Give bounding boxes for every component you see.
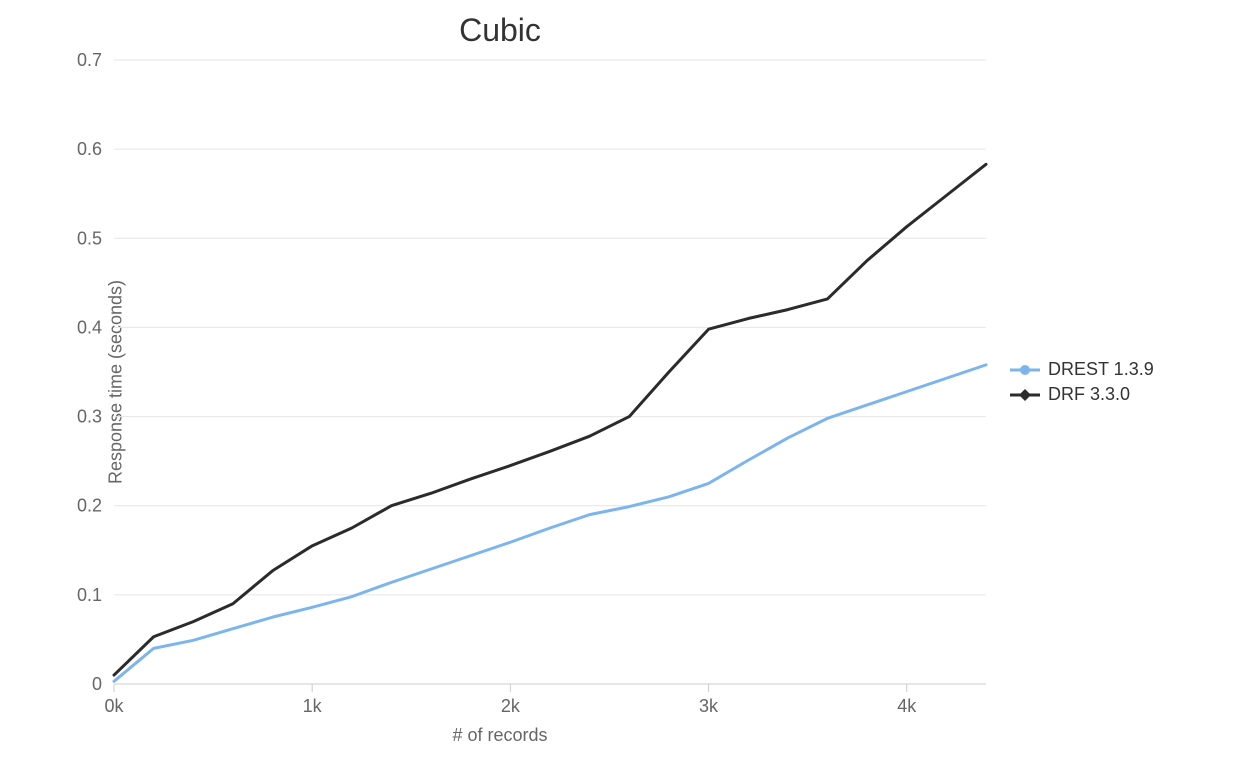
legend-item[interactable]: DRF 3.3.0 (1010, 384, 1154, 405)
y-tick-label: 0.7 (77, 50, 102, 70)
x-tick-label: 2k (501, 696, 521, 716)
y-tick-label: 0 (92, 674, 102, 694)
y-tick-label: 0.6 (77, 139, 102, 159)
series-line (114, 365, 986, 681)
series-line (114, 164, 986, 675)
y-tick-label: 0.1 (77, 585, 102, 605)
x-tick-label: 4k (897, 696, 917, 716)
legend-swatch (1010, 360, 1040, 380)
chart-legend: DREST 1.3.9 DRF 3.3.0 (1010, 355, 1154, 409)
y-tick-label: 0.5 (77, 228, 102, 248)
x-tick-label: 3k (699, 696, 719, 716)
x-tick-label: 1k (303, 696, 323, 716)
y-tick-label: 0.3 (77, 407, 102, 427)
chart-container: Cubic Response time (seconds) # of recor… (0, 0, 1240, 764)
legend-label: DRF 3.3.0 (1048, 384, 1130, 405)
legend-label: DREST 1.3.9 (1048, 359, 1154, 380)
chart-plot: 0 0.1 0.2 0.3 0.4 0.5 0.6 0.7 0k 1k 2k 3k 4k (0, 0, 1000, 764)
legend-swatch (1010, 385, 1040, 405)
y-tick-label: 0.2 (77, 496, 102, 516)
x-tick-label: 0k (104, 696, 124, 716)
legend-item[interactable]: DREST 1.3.9 (1010, 359, 1154, 380)
y-tick-label: 0.4 (77, 317, 102, 337)
